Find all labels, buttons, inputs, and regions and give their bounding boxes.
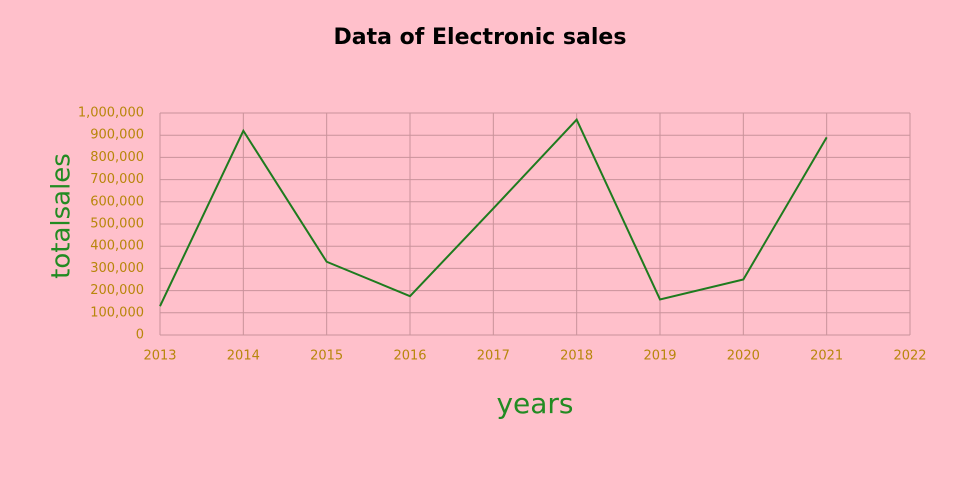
y-tick-label: 800,000 (90, 150, 144, 165)
x-tick-label: 2016 (393, 349, 426, 364)
line-series (159, 117, 828, 307)
y-tick-label: 400,000 (90, 239, 144, 254)
x-tick-label: 2014 (227, 349, 260, 364)
x-tick-label: 2020 (727, 349, 760, 364)
chart-title: Data of Electronic sales (334, 25, 627, 50)
x-tick-label: 2018 (560, 349, 593, 364)
y-tick-label: 500,000 (90, 217, 144, 232)
y-tick-label: 900,000 (90, 128, 144, 143)
x-tick-label: 2022 (893, 349, 926, 364)
y-axis-title: totalsales (47, 153, 77, 279)
x-tick-label: 2015 (310, 349, 343, 364)
y-tick-label: 1,000,000 (78, 106, 144, 121)
y-tick-label: 0 (136, 328, 144, 343)
y-tick-label: 600,000 (90, 194, 144, 209)
x-tick-label: 2021 (810, 349, 843, 364)
x-axis-title: years (496, 387, 573, 420)
x-tick-label: 2019 (643, 349, 676, 364)
y-tick-label: 100,000 (90, 305, 144, 320)
y-tick-label: 200,000 (90, 283, 144, 298)
y-tick-label: 300,000 (90, 261, 144, 276)
y-tick-label: 700,000 (90, 172, 144, 187)
x-tick-label: 2017 (477, 349, 510, 364)
x-tick-label: 2013 (143, 349, 176, 364)
